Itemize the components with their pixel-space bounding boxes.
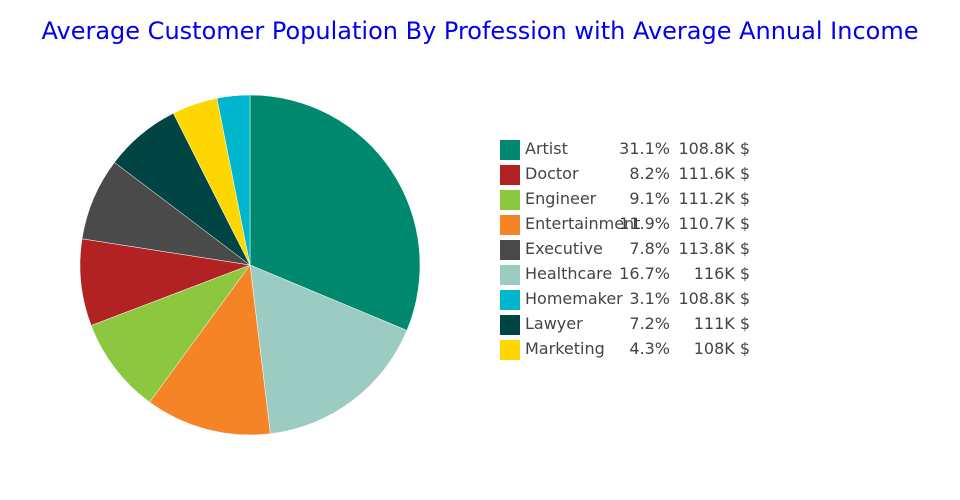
legend-swatch: [500, 290, 520, 310]
legend-income: 116K $: [693, 264, 750, 283]
legend-swatch: [500, 215, 520, 235]
legend-swatch: [500, 340, 520, 360]
legend-percent: 4.3%: [629, 339, 670, 358]
legend-label: Homemaker: [525, 289, 623, 308]
legend-percent: 8.2%: [629, 164, 670, 183]
pie-slice-healthcare[interactable]: [249, 264, 408, 435]
legend-item-doctor[interactable]: Doctor 8.2% 111.6K $: [500, 163, 760, 188]
legend-label: Artist: [525, 139, 568, 158]
legend-item-entertainment[interactable]: Entertainment 11.9% 110.7K $: [500, 213, 760, 238]
legend-swatch: [500, 140, 520, 160]
legend-income: 113.8K $: [678, 239, 750, 258]
pie-slice-artist[interactable]: [249, 94, 421, 331]
legend-item-executive[interactable]: Executive 7.8% 113.8K $: [500, 238, 760, 263]
legend-swatch: [500, 240, 520, 260]
chart-title: Average Customer Population By Professio…: [41, 17, 919, 45]
legend-income: 108.8K $: [678, 289, 750, 308]
legend-item-artist[interactable]: Artist 31.1% 108.8K $: [500, 138, 760, 163]
legend-percent: 11.9%: [619, 214, 670, 233]
legend-item-lawyer[interactable]: Lawyer 7.2% 111K $: [500, 313, 760, 338]
legend-percent: 7.8%: [629, 239, 670, 258]
legend-label: Marketing: [525, 339, 605, 358]
legend-label: Executive: [525, 239, 603, 258]
legend-swatch: [500, 165, 520, 185]
legend-swatch: [500, 265, 520, 285]
legend-income: 108K $: [693, 339, 750, 358]
legend-income: 111.6K $: [678, 164, 750, 183]
legend-item-homemaker[interactable]: Homemaker 3.1% 108.8K $: [500, 288, 760, 313]
legend-label: Entertainment: [525, 214, 641, 233]
legend-item-engineer[interactable]: Engineer 9.1% 111.2K $: [500, 188, 760, 213]
pie-slice-doctor[interactable]: [79, 238, 251, 326]
legend-swatch: [500, 315, 520, 335]
legend-percent: 3.1%: [629, 289, 670, 308]
legend-income: 111.2K $: [678, 189, 750, 208]
legend-percent: 9.1%: [629, 189, 670, 208]
legend-percent: 31.1%: [619, 139, 670, 158]
legend-swatch: [500, 190, 520, 210]
legend-label: Lawyer: [525, 314, 583, 333]
pie-slice-homemaker[interactable]: [216, 94, 251, 266]
legend-income: 111K $: [693, 314, 750, 333]
legend-item-healthcare[interactable]: Healthcare 16.7% 116K $: [500, 263, 760, 288]
legend-percent: 16.7%: [619, 264, 670, 283]
legend-label: Engineer: [525, 189, 597, 208]
legend: Artist 31.1% 108.8K $ Doctor 8.2% 111.6K $ Eng…: [500, 138, 760, 363]
pie-slice-engineer[interactable]: [90, 264, 251, 403]
legend-label: Doctor: [525, 164, 579, 183]
legend-item-marketing[interactable]: Marketing 4.3% 108K $: [500, 338, 760, 363]
legend-percent: 7.2%: [629, 314, 670, 333]
legend-income: 110.7K $: [678, 214, 750, 233]
legend-label: Healthcare: [525, 264, 613, 283]
legend-income: 108.8K $: [678, 139, 750, 158]
pie-slice-entertainment[interactable]: [149, 264, 271, 436]
